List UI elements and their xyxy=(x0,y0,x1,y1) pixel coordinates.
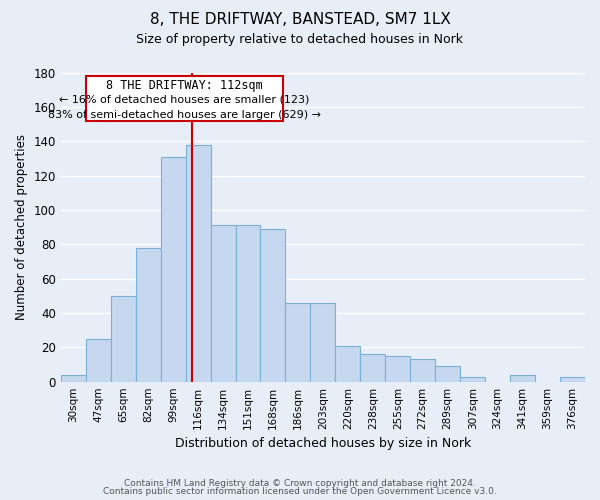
Text: Size of property relative to detached houses in Nork: Size of property relative to detached ho… xyxy=(137,32,464,46)
Bar xyxy=(286,302,310,382)
Bar xyxy=(161,156,185,382)
Bar xyxy=(410,360,435,382)
Text: Contains public sector information licensed under the Open Government Licence v3: Contains public sector information licen… xyxy=(103,487,497,496)
FancyBboxPatch shape xyxy=(86,76,283,120)
Bar xyxy=(211,226,236,382)
Bar xyxy=(510,375,535,382)
Bar xyxy=(385,356,410,382)
Bar xyxy=(236,226,260,382)
Bar xyxy=(460,376,485,382)
Bar xyxy=(61,375,86,382)
Text: 8, THE DRIFTWAY, BANSTEAD, SM7 1LX: 8, THE DRIFTWAY, BANSTEAD, SM7 1LX xyxy=(149,12,451,28)
Text: Contains HM Land Registry data © Crown copyright and database right 2024.: Contains HM Land Registry data © Crown c… xyxy=(124,478,476,488)
X-axis label: Distribution of detached houses by size in Nork: Distribution of detached houses by size … xyxy=(175,437,471,450)
Text: ← 16% of detached houses are smaller (123): ← 16% of detached houses are smaller (12… xyxy=(59,95,310,105)
Bar xyxy=(361,354,385,382)
Y-axis label: Number of detached properties: Number of detached properties xyxy=(15,134,28,320)
Bar xyxy=(560,376,585,382)
Text: 8 THE DRIFTWAY: 112sqm: 8 THE DRIFTWAY: 112sqm xyxy=(106,80,263,92)
Bar xyxy=(111,296,136,382)
Bar xyxy=(136,248,161,382)
Bar xyxy=(86,338,111,382)
Text: 83% of semi-detached houses are larger (629) →: 83% of semi-detached houses are larger (… xyxy=(48,110,321,120)
Bar xyxy=(185,144,211,382)
Bar xyxy=(260,229,286,382)
Bar xyxy=(435,366,460,382)
Bar xyxy=(335,346,361,382)
Bar xyxy=(310,302,335,382)
